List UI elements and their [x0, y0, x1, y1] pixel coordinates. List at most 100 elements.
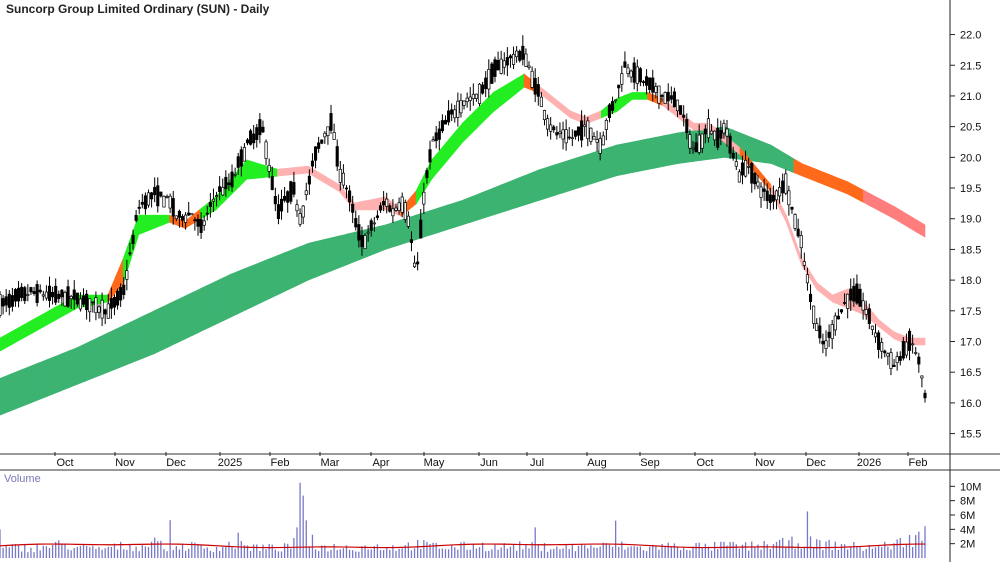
- slow-ma-band-segment: [315, 239, 325, 278]
- candle-body: [725, 128, 729, 137]
- slow-ma-band-segment: [385, 221, 394, 250]
- candle-body: [709, 130, 714, 135]
- fast-ma-band-segment: [254, 161, 263, 179]
- candle-body: [233, 173, 237, 176]
- slow-ma-band-segment: [485, 187, 494, 218]
- fast-ma-band-segment: [361, 199, 371, 211]
- candle-body: [734, 161, 738, 167]
- candle-body: [397, 202, 401, 211]
- candle-body: [843, 302, 847, 304]
- fast-ma-band-segment: [693, 122, 702, 131]
- candle-body: [85, 293, 89, 311]
- candle-body: [753, 172, 757, 185]
- slow-ma-band-segment: [308, 241, 317, 281]
- candle-body: [456, 100, 460, 118]
- candle-body: [419, 219, 423, 239]
- candle-body: [38, 289, 42, 293]
- candle-body: [493, 59, 497, 77]
- candle-body: [586, 120, 590, 139]
- candle-body: [372, 222, 376, 225]
- candle-body: [502, 60, 506, 68]
- slow-ma-band-segment: [200, 284, 209, 333]
- fast-ma-band-segment: [354, 201, 363, 211]
- candle-body: [691, 147, 695, 150]
- candle-body: [202, 220, 206, 226]
- candle-body: [344, 187, 349, 190]
- candle-body: [171, 198, 175, 217]
- candle-body: [604, 119, 608, 130]
- candle-body: [72, 289, 76, 300]
- candle-body: [236, 156, 240, 168]
- candle-body: [536, 84, 540, 97]
- candle-body: [675, 99, 680, 112]
- candle-body: [218, 186, 222, 192]
- candle-body: [914, 352, 918, 354]
- candle-body: [453, 109, 457, 119]
- candle-body: [32, 291, 36, 294]
- month-tick-label: 2026: [857, 457, 881, 469]
- candle-body: [279, 198, 284, 212]
- slow-ma-band-segment: [832, 175, 841, 192]
- volume-tick-label: 2M: [960, 539, 975, 551]
- candle-body: [920, 375, 924, 379]
- candle-body: [781, 180, 785, 194]
- month-tick-label: May: [424, 457, 445, 469]
- candle-body: [224, 176, 228, 190]
- candle-body: [137, 206, 141, 209]
- volume-tick-label: 4M: [960, 524, 975, 536]
- candle-body: [150, 192, 154, 200]
- slow-ma-band-segment: [99, 332, 109, 376]
- candle-body: [778, 187, 782, 197]
- candle-body: [184, 214, 188, 223]
- candle-body: [790, 206, 794, 210]
- candle-body: [614, 99, 618, 102]
- candle-body: [270, 176, 274, 191]
- candle-body: [66, 286, 70, 307]
- slow-ma-band-segment: [577, 154, 587, 189]
- candle-body: [477, 83, 482, 104]
- candle-body: [576, 126, 581, 136]
- candle-body: [719, 130, 723, 139]
- fast-ma-band-segment: [631, 92, 641, 100]
- slow-ma-band-segment: [516, 175, 525, 209]
- candle-body: [784, 173, 788, 194]
- month-tick-label: Apr: [372, 457, 389, 469]
- candle-body: [91, 301, 95, 304]
- candle-body: [146, 192, 151, 206]
- candle-body: [666, 91, 670, 102]
- candle-body: [911, 343, 915, 346]
- candle-body: [341, 172, 345, 186]
- candle-body: [852, 285, 856, 302]
- candle-body: [394, 207, 398, 211]
- candle-body: [199, 219, 203, 233]
- candle-body: [688, 134, 692, 149]
- candle-body: [818, 325, 822, 339]
- candle-body: [81, 295, 86, 305]
- slow-ma-band-segment: [331, 235, 340, 272]
- candle-body: [759, 186, 763, 198]
- slow-ma-band-segment: [269, 255, 278, 300]
- slow-ma-band-segment: [423, 209, 432, 238]
- candle-body: [484, 77, 488, 90]
- candle-body: [168, 195, 172, 209]
- candle-body: [815, 323, 819, 332]
- candle-body: [669, 95, 673, 100]
- slow-ma-band-segment: [477, 190, 486, 221]
- candle-body: [177, 210, 181, 218]
- candle-body: [827, 331, 831, 338]
- price-tick-label: 16.0: [960, 398, 981, 410]
- candle-body: [23, 287, 27, 302]
- candle-body: [242, 147, 246, 162]
- candle-body: [808, 293, 813, 302]
- slow-ma-band-segment: [647, 137, 656, 170]
- candle-body: [385, 198, 389, 207]
- slow-ma-band-segment: [76, 343, 86, 385]
- slow-ma-band-segment: [469, 193, 479, 223]
- month-tick-label: 2025: [218, 457, 242, 469]
- candle-body: [119, 286, 123, 301]
- candle-body: [812, 305, 816, 324]
- month-tick-label: Jul: [530, 457, 544, 469]
- candle-body: [4, 296, 8, 306]
- slow-ma-band-segment: [523, 172, 533, 206]
- candle-body: [505, 57, 509, 66]
